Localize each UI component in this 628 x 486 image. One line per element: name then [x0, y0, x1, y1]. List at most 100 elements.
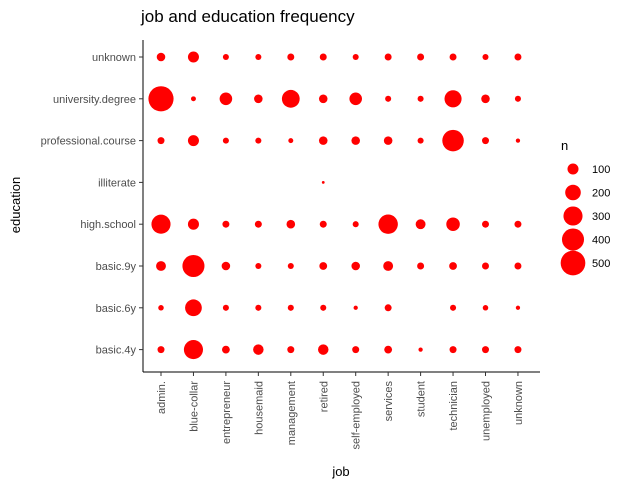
data-point: [318, 344, 329, 355]
data-point: [190, 96, 196, 102]
y-axis-title: education: [8, 177, 23, 233]
data-point: [157, 346, 165, 354]
data-point: [157, 137, 165, 145]
x-tick-label: unknown: [513, 381, 525, 425]
data-point: [319, 220, 327, 228]
x-tick-label: entrepreneur: [221, 381, 233, 444]
legend-label: 200: [592, 188, 610, 200]
data-point: [482, 220, 489, 228]
data-point: [514, 220, 522, 228]
x-tick-label: housemaid: [253, 381, 265, 435]
data-point: [148, 86, 174, 112]
data-point: [442, 129, 464, 152]
data-point: [383, 261, 394, 271]
data-point: [156, 52, 166, 62]
data-point: [183, 340, 204, 360]
x-tick-label: self-employed: [351, 381, 363, 449]
data-point: [444, 90, 462, 108]
legend-items: 100 200 300 400 500: [560, 163, 610, 276]
data-point: [449, 53, 457, 61]
x-tick-label: technician: [448, 381, 460, 431]
legend-key: [561, 228, 585, 251]
data-point: [514, 95, 521, 102]
data-point: [449, 262, 457, 270]
data-point: [417, 95, 424, 102]
data-point: [378, 214, 398, 234]
data-point: [287, 53, 295, 61]
legend-label: 300: [592, 211, 610, 223]
y-tick-label: basic.6y: [96, 303, 137, 315]
data-point: [221, 261, 231, 271]
data-point: [287, 262, 294, 270]
data-point: [255, 53, 262, 61]
data-point: [352, 53, 359, 61]
data-point: [255, 262, 262, 270]
x-tick-label: management: [286, 381, 298, 445]
data-point: [351, 136, 360, 145]
legend-key: [560, 250, 586, 276]
data-point: [185, 299, 202, 317]
data-point: [481, 94, 490, 104]
size-legend: n 100 200 300 400 500: [560, 138, 610, 276]
data-point: [515, 138, 521, 143]
x-tick-label: services: [383, 381, 395, 422]
data-point: [415, 219, 426, 230]
x-axis-ticks: admin. blue-collar entrepreneur housemaid ma…: [156, 372, 525, 449]
data-point: [482, 53, 489, 61]
y-tick-label: basic.9y: [96, 261, 137, 273]
data-point: [287, 346, 295, 354]
data-point: [182, 254, 205, 278]
data-point: [446, 217, 460, 231]
data-point: [352, 346, 360, 354]
data-point: [318, 136, 328, 145]
data-point: [253, 344, 264, 355]
y-tick-label: illiterate: [98, 177, 136, 189]
legend-key: [567, 163, 579, 175]
legend-title: n: [561, 138, 568, 153]
data-point: [255, 137, 262, 144]
legend-key: [565, 184, 581, 201]
legend-label: 500: [592, 258, 610, 270]
data-point: [514, 262, 522, 270]
data-point: [222, 137, 229, 144]
y-tick-label: high.school: [80, 219, 136, 231]
data-point: [187, 135, 199, 147]
y-tick-label: university.degree: [53, 94, 136, 106]
data-point: [222, 53, 229, 61]
y-axis-ticks: basic.4y basic.6y basic.9y high.school illit…: [41, 52, 143, 357]
legend-label: 100: [592, 164, 610, 176]
data-point: [514, 346, 522, 354]
data-point: [482, 346, 489, 354]
data-point: [151, 214, 171, 234]
data-point: [450, 304, 457, 311]
data-point: [417, 262, 425, 270]
y-tick-label: basic.4y: [96, 345, 137, 357]
x-tick-label: blue-collar: [188, 381, 200, 432]
data-points: [148, 51, 522, 360]
data-point: [222, 220, 230, 228]
data-point: [515, 305, 521, 310]
data-point: [187, 218, 199, 230]
data-point: [417, 137, 424, 144]
y-tick-label: unknown: [92, 52, 136, 64]
x-tick-label: student: [416, 381, 428, 417]
x-axis-title: job: [331, 464, 349, 479]
data-point: [482, 305, 489, 311]
data-point: [384, 53, 392, 61]
data-point: [318, 94, 328, 104]
data-point: [383, 136, 393, 145]
data-point: [353, 305, 358, 310]
data-point: [255, 304, 262, 311]
data-point: [222, 345, 230, 354]
plot-area: basic.4y basic.6y basic.9y high.school illit…: [41, 40, 540, 449]
data-point: [351, 261, 360, 271]
data-point: [384, 304, 392, 312]
data-point: [418, 347, 423, 352]
data-point: [482, 262, 489, 270]
data-point: [187, 51, 199, 63]
data-point: [286, 219, 296, 229]
x-tick-label: unemployed: [481, 381, 493, 441]
data-point: [482, 137, 489, 145]
data-point: [158, 305, 164, 311]
